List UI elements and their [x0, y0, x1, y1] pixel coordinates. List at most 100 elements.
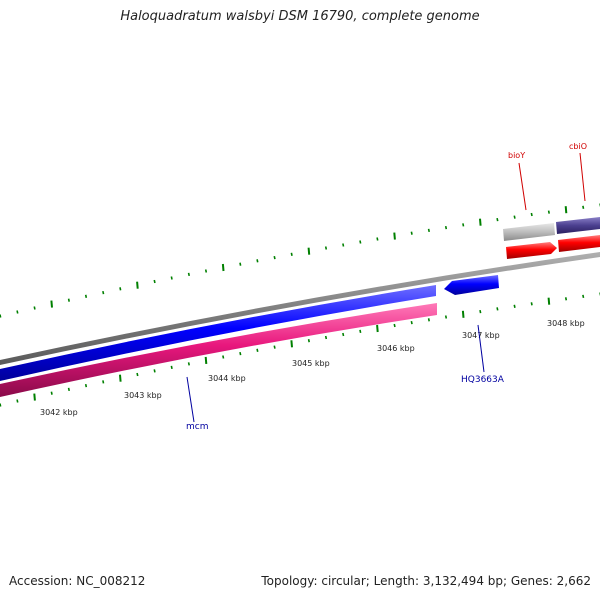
- inner-tick-ring: [0, 292, 600, 407]
- outer-major-tick: [479, 218, 482, 226]
- inner-minor-tick: [50, 391, 53, 395]
- inner-minor-tick: [84, 383, 88, 388]
- inner-major-tick: [290, 340, 293, 348]
- feature-cbio-red[interactable]: [558, 235, 600, 252]
- outer-minor-tick: [444, 225, 448, 230]
- inner-minor-tick: [427, 318, 430, 322]
- outer-minor-tick: [67, 298, 70, 302]
- inner-minor-tick: [136, 372, 139, 377]
- inner-minor-tick: [393, 323, 396, 328]
- feature-biof-red[interactable]: [506, 242, 557, 259]
- inner-minor-tick: [170, 365, 173, 370]
- outer-minor-tick: [33, 306, 36, 310]
- feature-biof-gray[interactable]: [503, 223, 555, 241]
- inner-major-tick: [204, 356, 208, 364]
- outer-minor-tick: [513, 215, 516, 219]
- inner-minor-tick: [444, 315, 448, 319]
- inner-minor-tick: [342, 332, 345, 337]
- leader-line-mcm: [186, 376, 195, 423]
- inner-minor-tick: [239, 351, 242, 356]
- inner-major-tick: [547, 297, 551, 305]
- inner-minor-tick: [324, 335, 328, 340]
- feature-hq3663a-arrow[interactable]: [444, 275, 499, 295]
- scale-label-3044: 3044 kbp: [208, 374, 246, 383]
- outer-major-tick: [136, 281, 139, 289]
- genome-title: Haloquadratum walsbyi DSM 16790, complet…: [120, 9, 480, 24]
- inner-minor-tick: [0, 403, 2, 407]
- feature-mcm-pink[interactable]: [0, 303, 437, 397]
- outer-minor-tick: [204, 269, 208, 273]
- inner-minor-tick: [479, 309, 482, 314]
- inner-major-tick: [461, 310, 465, 318]
- outer-minor-tick: [119, 287, 122, 291]
- outer-minor-tick: [427, 228, 430, 233]
- scale-label-3048: 3048 kbp: [547, 319, 585, 328]
- inner-minor-tick: [16, 399, 19, 403]
- outer-major-tick: [50, 300, 53, 308]
- gene-label-bioy[interactable]: bioY: [508, 151, 525, 160]
- gene-label-mcm[interactable]: mcm: [186, 422, 208, 432]
- outer-minor-tick: [102, 290, 105, 295]
- feature-cbio-purple[interactable]: [556, 217, 600, 234]
- scale-label-3045: 3045 kbp: [292, 359, 330, 368]
- outer-minor-tick: [290, 252, 293, 256]
- outer-minor-tick: [376, 237, 379, 241]
- outer-minor-tick: [239, 262, 242, 266]
- outer-minor-tick: [582, 205, 585, 209]
- gene-label-cbio[interactable]: cbiO: [569, 142, 587, 151]
- outer-minor-tick: [0, 314, 2, 318]
- scale-label-3046: 3046 kbp: [377, 344, 415, 353]
- inner-minor-tick: [582, 294, 585, 299]
- outer-minor-tick: [84, 294, 88, 298]
- inner-minor-tick: [67, 387, 70, 392]
- inner-minor-tick: [530, 302, 533, 306]
- outer-minor-tick: [547, 210, 550, 214]
- inner-minor-tick: [256, 348, 259, 352]
- outer-major-tick: [221, 263, 225, 272]
- outer-minor-tick: [496, 217, 499, 222]
- genome-backbone: [0, 252, 600, 365]
- inner-minor-tick: [153, 369, 156, 373]
- outer-tick-ring: [0, 203, 600, 318]
- inner-minor-tick: [222, 355, 225, 359]
- scale-label-3043: 3043 kbp: [124, 391, 162, 400]
- accession-text: Accession: NC_008212: [9, 574, 146, 588]
- outer-minor-tick: [16, 310, 19, 314]
- outer-minor-tick: [530, 212, 533, 217]
- inner-minor-tick: [410, 320, 413, 325]
- gene-label-hq3663a[interactable]: HQ3663A: [461, 375, 505, 385]
- leader-line-cbio: [579, 152, 586, 202]
- inner-minor-tick: [187, 362, 190, 366]
- inner-minor-tick: [359, 329, 362, 334]
- feature-mcm-blue[interactable]: [0, 285, 436, 381]
- outer-minor-tick: [359, 240, 362, 244]
- leader-line-bioy: [518, 162, 527, 211]
- inner-minor-tick: [513, 304, 516, 308]
- outer-minor-tick: [410, 231, 413, 235]
- scale-label-3042: 3042 kbp: [40, 408, 78, 417]
- outer-minor-tick: [187, 272, 190, 277]
- inner-minor-tick: [307, 339, 310, 343]
- inner-major-tick: [33, 393, 36, 401]
- outer-minor-tick: [324, 246, 328, 250]
- outer-minor-tick: [342, 243, 345, 247]
- scale-label-3047: 3047 kbp: [462, 331, 500, 340]
- inner-major-tick: [119, 374, 122, 382]
- outer-minor-tick: [273, 255, 276, 260]
- topology-text: Topology: circular; Length: 3,132,494 bp…: [261, 574, 591, 588]
- inner-minor-tick: [273, 345, 276, 349]
- outer-major-tick: [393, 232, 396, 240]
- inner-minor-tick: [496, 307, 499, 311]
- inner-major-tick: [376, 324, 379, 333]
- outer-minor-tick: [170, 276, 173, 280]
- outer-minor-tick: [153, 279, 156, 284]
- outer-major-tick: [564, 206, 568, 214]
- outer-major-tick: [307, 247, 311, 255]
- inner-minor-tick: [564, 297, 568, 301]
- inner-minor-tick: [102, 380, 105, 384]
- leader-line-hq3663a: [477, 324, 485, 373]
- outer-minor-tick: [462, 223, 465, 227]
- outer-minor-tick: [256, 259, 259, 263]
